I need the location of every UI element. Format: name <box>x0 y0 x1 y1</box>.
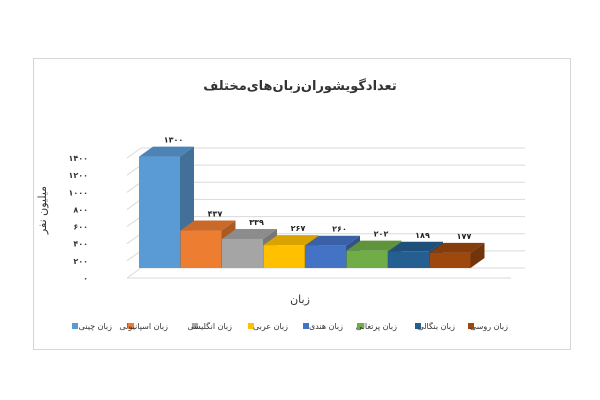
grid-line <box>126 164 142 176</box>
data-label: ۱۳۰۰ <box>164 136 184 145</box>
legend-swatch <box>357 323 363 329</box>
data-label: ۲۰۲ <box>374 230 389 239</box>
data-label: ۱۸۹ <box>415 231 430 240</box>
y-tick-label: ۱۰۰۰ <box>68 188 88 197</box>
bar-top <box>139 146 194 157</box>
bars <box>139 146 485 268</box>
legend-swatch <box>415 323 421 329</box>
legend-item: زبان بنگالی <box>415 321 455 331</box>
data-label: ۱۷۷ <box>457 232 472 241</box>
bar-top <box>305 235 360 246</box>
y-tick-label: ۲۰۰ <box>73 257 88 266</box>
bar-top <box>263 235 319 246</box>
legend-item: زبان هندی <box>303 322 343 331</box>
legend-item: زبان چینی <box>72 322 112 331</box>
bar-front <box>346 250 388 268</box>
grid-line <box>126 233 142 245</box>
legend: زبان چینی زبان اسپانیولی زبان انگلیسی زبان … <box>72 321 508 331</box>
bar-top <box>388 241 443 252</box>
legend-label: زبان بنگالی <box>417 321 455 331</box>
bar-front <box>429 252 471 268</box>
legend-swatch <box>468 323 474 329</box>
grid-line <box>126 147 142 159</box>
legend-swatch <box>128 323 134 329</box>
bar-front <box>180 230 222 268</box>
bar-front <box>139 156 180 268</box>
legend-item: زبان پرتغالی <box>356 322 397 331</box>
y-tick-label: ۴۰۰ <box>73 240 88 249</box>
data-label: ۳۳۹ <box>249 218 264 227</box>
grid-line <box>126 181 142 193</box>
data-label: ۲۶۷ <box>291 224 306 233</box>
legend-swatch <box>72 323 78 329</box>
legend-item: زبان اسپانیولی <box>119 322 168 331</box>
bar-front <box>388 251 429 268</box>
bar-front <box>222 238 263 268</box>
legend-item: زبان عربی <box>248 322 288 331</box>
legend-item: زبان روسی <box>468 322 508 331</box>
bar-front <box>305 245 346 268</box>
y-tick-label: ۱۲۰۰ <box>68 171 88 180</box>
grid-line <box>126 267 142 279</box>
legend-swatch <box>248 323 254 329</box>
data-labels: ۱۳۰۰ ۴۳۷ ۳۳۹ ۲۶۷ ۲۶۰ ۲۰۲ ۱۸۹ ۱۷۷ <box>164 136 472 241</box>
x-axis-label: زبان <box>290 293 310 306</box>
grid-line <box>126 216 142 227</box>
bar-top <box>222 228 277 239</box>
legend-label: زبان انگلیسی <box>187 321 232 331</box>
y-tick-label: ۶۰۰ <box>73 223 88 232</box>
grid-line <box>126 250 142 262</box>
bar-front <box>263 245 305 268</box>
bar-side <box>470 242 485 268</box>
y-axis-label: میلیون نفر <box>36 186 49 235</box>
legend-swatch <box>192 323 198 329</box>
legend-label: زبان چینی <box>79 322 113 331</box>
y-tick-label: ۱۴۰۰ <box>68 154 88 163</box>
chart-title: تعدادگویشوران‌زبان‌های‌مختلف <box>203 78 397 94</box>
bar <box>429 242 485 268</box>
y-tick-label: ۰ <box>83 274 88 283</box>
legend-swatch <box>303 323 309 329</box>
legend-label: زبان هندی <box>309 322 343 331</box>
legend-label: زبان اسپانیولی <box>119 322 168 331</box>
data-label: ۲۶۰ <box>332 225 347 234</box>
legend-label: زبان روسی <box>470 322 508 331</box>
y-tick-label: ۸۰۰ <box>73 205 88 214</box>
bar-top <box>180 220 236 231</box>
data-label: ۴۳۷ <box>208 210 223 219</box>
y-axis-ticks: ۰ ۲۰۰ ۴۰۰ ۶۰۰ ۸۰۰ ۱۰۰۰ ۱۲۰۰ ۱۴۰۰ <box>68 154 88 283</box>
bar-top <box>429 242 485 253</box>
legend-label: زبان عربی <box>253 322 288 331</box>
grid-line <box>126 199 142 210</box>
bar-top <box>346 240 402 251</box>
legend-label: زبان پرتغالی <box>356 322 397 331</box>
legend-item: زبان انگلیسی <box>187 321 232 331</box>
chart-frame <box>33 58 571 350</box>
